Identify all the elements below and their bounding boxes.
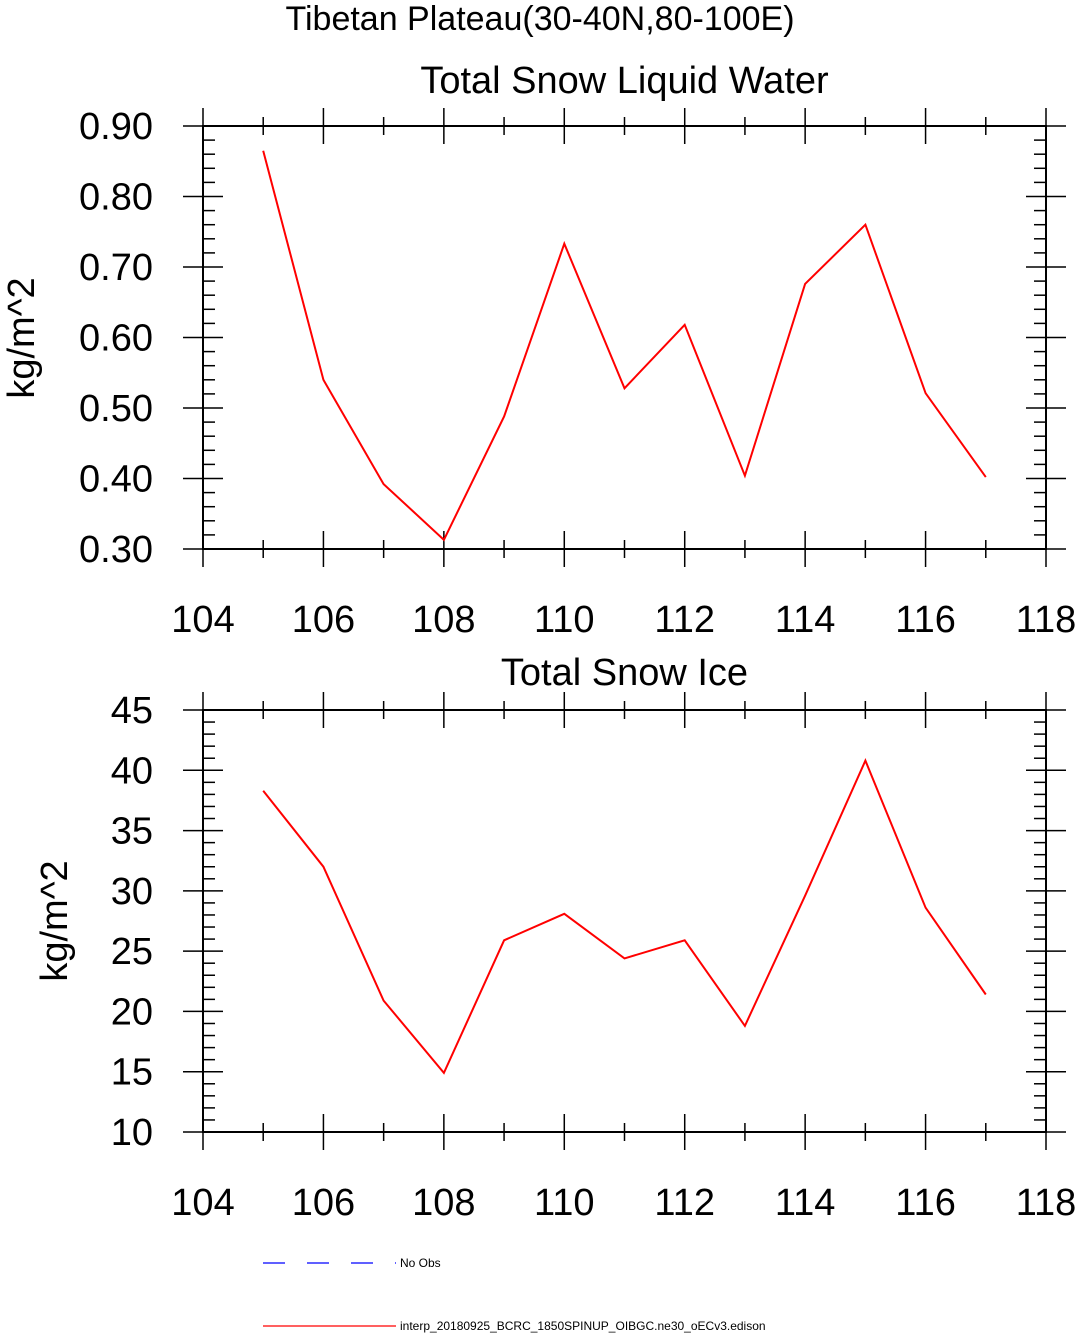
series-point [864, 760, 866, 762]
series-point [624, 387, 626, 389]
series-point [985, 476, 987, 478]
x-tick-label: 112 [654, 1182, 715, 1224]
series-point [503, 415, 505, 417]
series-line [262, 758, 987, 1075]
series-point [925, 392, 927, 394]
series-point [383, 1000, 385, 1002]
series-point [744, 1025, 746, 1027]
x-tick-label: 106 [292, 1182, 355, 1224]
series-point [262, 150, 264, 152]
x-tick-label: 110 [534, 1182, 595, 1224]
series-point [684, 324, 686, 326]
series-point [262, 790, 264, 792]
x-tick-label: 108 [412, 599, 475, 641]
x-tick-label: 118 [1016, 1182, 1077, 1224]
y-tick-label: 0.70 [79, 247, 153, 289]
series-line [262, 150, 987, 542]
x-tick-label: 112 [654, 599, 715, 641]
x-tick-label: 118 [1016, 599, 1077, 641]
series-point [443, 539, 445, 541]
y-tick-label: 10 [111, 1112, 153, 1154]
series-point [383, 483, 385, 485]
y-axis-label: kg/m^2 [1, 277, 43, 398]
y-tick-label: 45 [111, 690, 153, 732]
y-tick-label: 0.40 [79, 459, 153, 501]
chart-title: Total Snow Ice [501, 652, 748, 694]
y-tick-label: 0.30 [79, 529, 153, 571]
plot-frame [202, 125, 1047, 550]
x-tick-label: 106 [292, 599, 355, 641]
x-tick-label: 108 [412, 1182, 475, 1224]
series-point [322, 379, 324, 381]
y-tick-label: 15 [111, 1052, 153, 1094]
page-title: Tibetan Plateau(30-40N,80-100E) [285, 0, 794, 38]
series-point [744, 475, 746, 477]
x-tick-label: 110 [534, 599, 595, 641]
legend-label: interp_20180925_BCRC_1850SPINUP_OIBGC.ne… [400, 1319, 766, 1333]
series-point [684, 939, 686, 941]
x-tick-label: 104 [171, 1182, 234, 1224]
y-tick-label: 0.50 [79, 388, 153, 430]
chart-title: Total Snow Liquid Water [420, 60, 829, 102]
x-tick-label: 116 [895, 599, 956, 641]
series-point [925, 907, 927, 909]
x-tick-label: 114 [775, 599, 836, 641]
y-tick-label: 20 [111, 991, 153, 1033]
series-point [563, 243, 565, 245]
series-point [443, 1072, 445, 1074]
x-tick-label: 104 [171, 599, 234, 641]
y-axis-label: kg/m^2 [34, 860, 76, 981]
series-point [624, 957, 626, 959]
series-point [804, 895, 806, 897]
series-point [322, 866, 324, 868]
chart-total-snow-liquid-water: Total Snow Liquid Water kg/m^2 104 106 108 11… [1, 60, 1076, 641]
y-tick-label: 0.60 [79, 318, 153, 360]
y-tick-label: 0.80 [79, 177, 153, 219]
series-point [503, 939, 505, 941]
plot-frame [202, 709, 1047, 1133]
legend-label: No Obs [400, 1256, 441, 1270]
legend: No Obs interp_20180925_BCRC_1850SPINUP_OI… [263, 1256, 766, 1333]
y-tick-label: 0.90 [79, 106, 153, 148]
series-point [985, 994, 987, 996]
y-tick-label: 30 [111, 871, 153, 913]
x-tick-label: 116 [895, 1182, 956, 1224]
x-tick-label: 114 [775, 1182, 836, 1224]
y-tick-label: 35 [111, 811, 153, 853]
y-tick-label: 40 [111, 750, 153, 792]
y-tick-label: 25 [111, 931, 153, 973]
series-point [864, 224, 866, 226]
series-point [563, 913, 565, 915]
series-point [804, 283, 806, 285]
chart-total-snow-ice: Total Snow Ice kg/m^2 104 106 108 110 112 114 11… [34, 652, 1076, 1224]
